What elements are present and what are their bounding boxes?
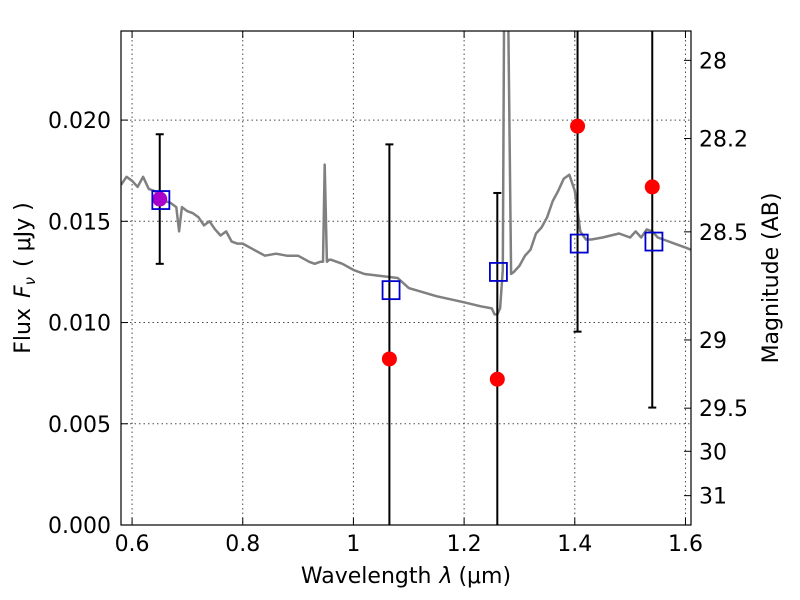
x-tick-label-3: 1.2 bbox=[447, 532, 482, 557]
y2-tick-label-6: 31 bbox=[699, 485, 727, 510]
y2-tick-label-4: 29.5 bbox=[699, 397, 748, 422]
y-tick-label-1: 0.005 bbox=[48, 413, 111, 438]
y2-tick-label-0: 28 bbox=[699, 49, 727, 74]
model-photometry-point-2 bbox=[489, 262, 508, 282]
observed-point-1 bbox=[381, 351, 397, 367]
y2-tick-label-1: 28.2 bbox=[699, 128, 748, 153]
x-tick-label-5: 1.6 bbox=[668, 532, 703, 557]
model-photometry-point-3 bbox=[569, 233, 589, 254]
grid-lines bbox=[121, 31, 691, 526]
model-photometry-point-1 bbox=[381, 280, 401, 301]
x-tick-label-2: 1 bbox=[346, 532, 360, 557]
observed-point-3 bbox=[570, 118, 586, 134]
y2-tick-label-5: 30 bbox=[699, 440, 727, 465]
model-photometry-point-0 bbox=[151, 190, 171, 210]
y-axis-title: FluxFν( μJy ) bbox=[11, 202, 39, 353]
y-axis-left: 0.000 0.005 0.010 0.015 0.020 bbox=[48, 109, 128, 539]
model-spectrum-line bbox=[121, 31, 691, 316]
y-tick-label-2: 0.010 bbox=[48, 312, 111, 337]
observed-point-2 bbox=[489, 371, 505, 387]
errorbar-3 bbox=[573, 31, 582, 333]
errorbar-2 bbox=[493, 191, 502, 525]
x-tick-label-0: 0.6 bbox=[115, 532, 150, 557]
y2-tick-label-3: 29 bbox=[699, 329, 727, 354]
model-photometry-point-4 bbox=[644, 231, 664, 252]
x-axis-title: Wavelength λ (μm) bbox=[301, 564, 511, 589]
plot-frame bbox=[120, 30, 692, 526]
y-tick-label-3: 0.015 bbox=[48, 210, 111, 235]
y2-tick-label-2: 28.5 bbox=[699, 221, 748, 246]
y-tick-label-0: 0.000 bbox=[48, 514, 111, 539]
observed-point-0 bbox=[152, 191, 168, 207]
errorbar-4 bbox=[648, 31, 657, 409]
plot-area bbox=[121, 31, 691, 525]
observed-point-4 bbox=[644, 179, 660, 195]
x-tick-label-1: 0.8 bbox=[225, 532, 260, 557]
y2-axis-title: Magnitude (AB) bbox=[759, 193, 784, 364]
x-axis: 0.6 0.8 1 1.2 1.4 1.6 bbox=[115, 31, 703, 557]
y-axis-right: 28 28.2 28.5 29 29.5 30 31 bbox=[684, 49, 748, 510]
y-tick-label-4: 0.020 bbox=[48, 109, 111, 134]
errorbar-1 bbox=[385, 143, 394, 525]
x-tick-label-4: 1.4 bbox=[557, 532, 592, 557]
